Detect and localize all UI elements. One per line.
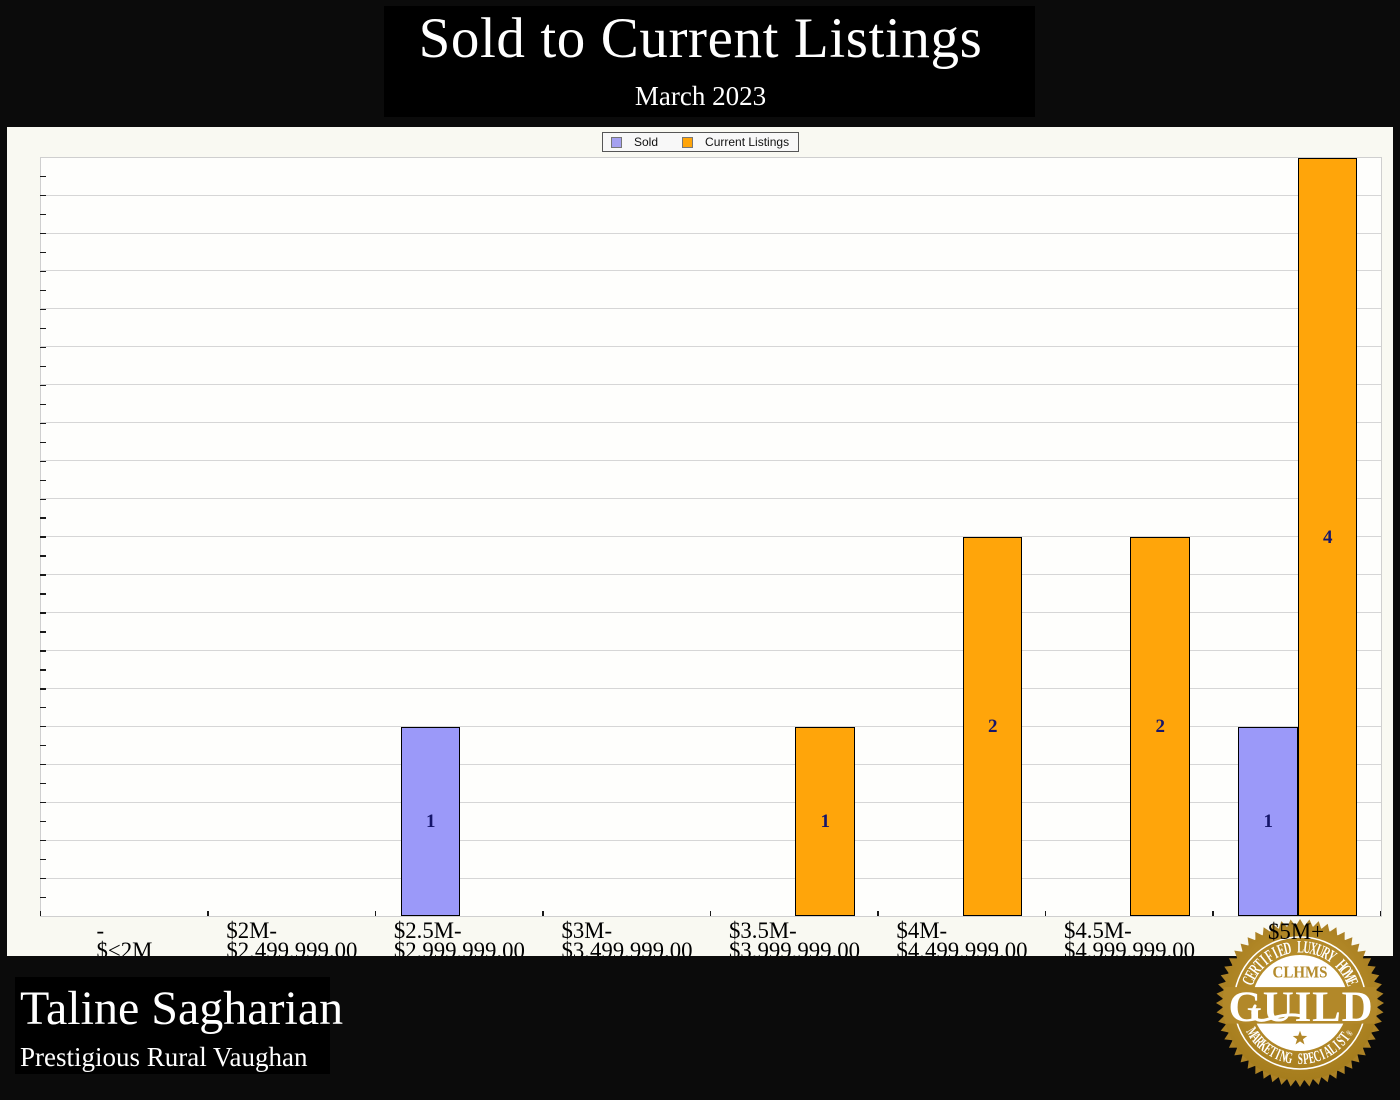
- svg-text:CLHMS: CLHMS: [1272, 962, 1327, 981]
- svg-text:G: G: [1283, 1047, 1294, 1066]
- svg-text:E: E: [1306, 1047, 1316, 1066]
- svg-text:®: ®: [1343, 1028, 1355, 1037]
- svg-text:S: S: [1297, 1049, 1302, 1067]
- svg-text:U: U: [1302, 937, 1312, 957]
- svg-text:L: L: [1297, 937, 1304, 957]
- svg-text:C: C: [1310, 1046, 1322, 1066]
- svg-text:P: P: [1302, 1048, 1310, 1067]
- svg-text:D: D: [1281, 938, 1293, 959]
- svg-text:GUILD: GUILD: [1228, 983, 1373, 1030]
- svg-text:I: I: [1316, 1044, 1327, 1062]
- svg-text:I: I: [1272, 1044, 1283, 1062]
